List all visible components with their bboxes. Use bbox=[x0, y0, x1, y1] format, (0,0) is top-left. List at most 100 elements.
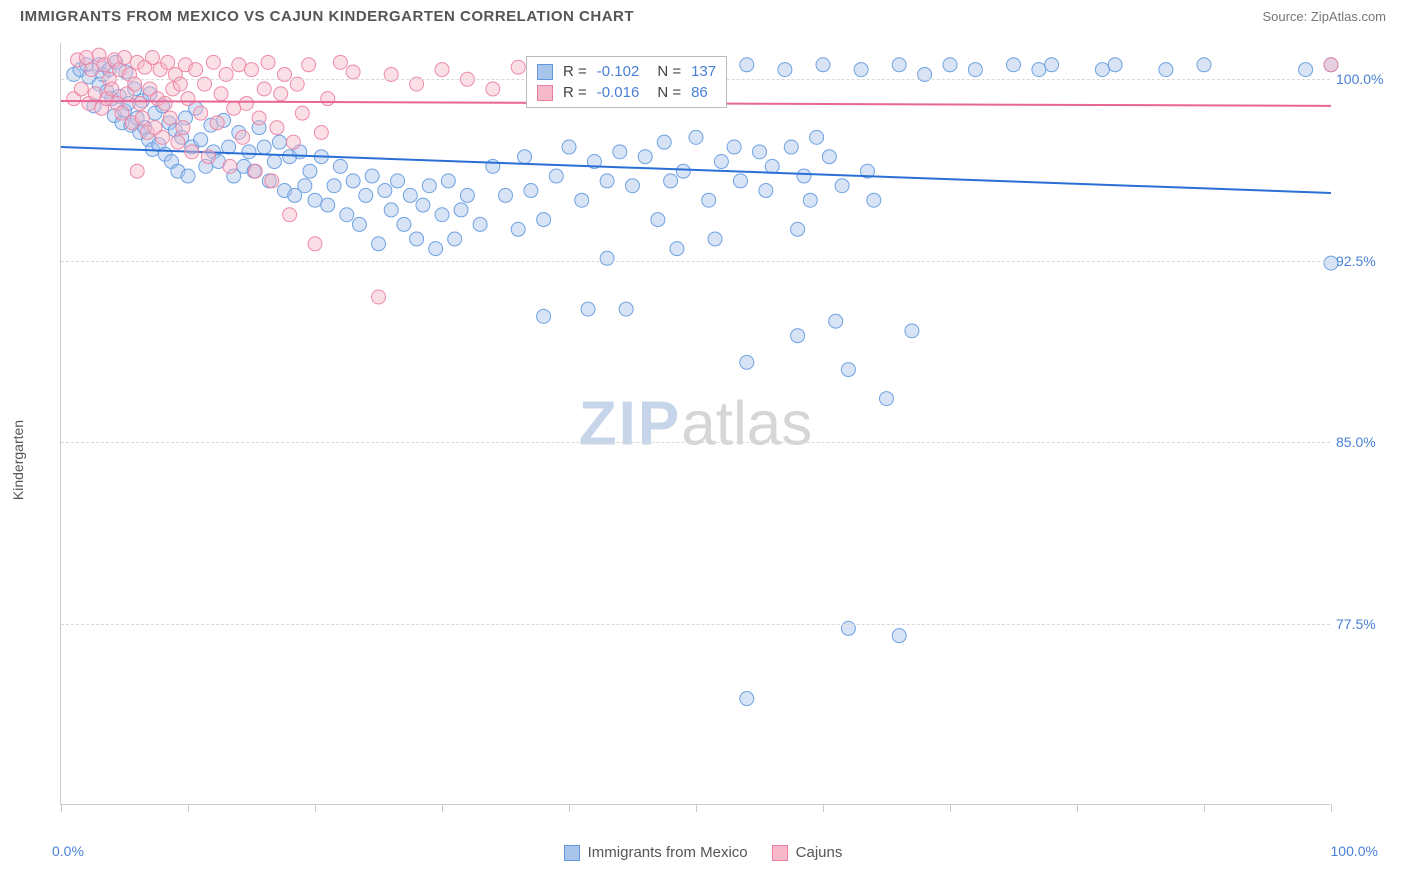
scatter-point bbox=[537, 213, 551, 227]
x-axis-max-label: 100.0% bbox=[1331, 843, 1378, 859]
scatter-point bbox=[74, 82, 88, 96]
scatter-point bbox=[600, 251, 614, 265]
scatter-point bbox=[733, 174, 747, 188]
scatter-point bbox=[295, 106, 309, 120]
x-tick bbox=[1204, 804, 1205, 812]
scatter-point bbox=[410, 232, 424, 246]
stats-swatch-icon bbox=[537, 64, 553, 80]
scatter-point bbox=[145, 51, 159, 65]
scatter-point bbox=[791, 329, 805, 343]
scatter-point bbox=[314, 126, 328, 140]
legend-item: Cajuns bbox=[772, 844, 843, 861]
y-tick-label: 92.5% bbox=[1336, 253, 1376, 269]
scatter-point bbox=[206, 55, 220, 69]
scatter-point bbox=[435, 63, 449, 77]
scatter-point bbox=[797, 169, 811, 183]
scatter-point bbox=[346, 65, 360, 79]
scatter-point bbox=[303, 164, 317, 178]
x-tick bbox=[188, 804, 189, 812]
scatter-point bbox=[239, 96, 253, 110]
scatter-point bbox=[181, 169, 195, 183]
scatter-point bbox=[163, 111, 177, 125]
scatter-point bbox=[740, 692, 754, 706]
stats-swatch-icon bbox=[537, 85, 553, 101]
scatter-point bbox=[302, 58, 316, 72]
gridline-h bbox=[61, 261, 1330, 262]
scatter-point bbox=[194, 106, 208, 120]
scatter-point bbox=[261, 55, 275, 69]
scatter-point bbox=[689, 130, 703, 144]
scatter-point bbox=[333, 55, 347, 69]
scatter-point bbox=[245, 63, 259, 77]
legend-label: Cajuns bbox=[796, 844, 843, 861]
scatter-point bbox=[784, 140, 798, 154]
scatter-point bbox=[518, 150, 532, 164]
scatter-point bbox=[391, 174, 405, 188]
scatter-point bbox=[562, 140, 576, 154]
scatter-point bbox=[657, 135, 671, 149]
stats-r-value: -0.102 bbox=[597, 63, 640, 80]
scatter-point bbox=[765, 159, 779, 173]
scatter-point bbox=[333, 159, 347, 173]
scatter-point bbox=[499, 188, 513, 202]
scatter-point bbox=[829, 314, 843, 328]
scatter-point bbox=[321, 92, 335, 106]
gridline-h bbox=[61, 624, 1330, 625]
scatter-point bbox=[298, 179, 312, 193]
scatter-point bbox=[270, 121, 284, 135]
x-tick bbox=[315, 804, 316, 812]
legend-swatch-icon bbox=[564, 845, 580, 861]
scatter-point bbox=[968, 63, 982, 77]
legend-item: Immigrants from Mexico bbox=[564, 844, 748, 861]
scatter-point bbox=[460, 188, 474, 202]
scatter-point bbox=[791, 222, 805, 236]
scatter-point bbox=[346, 174, 360, 188]
scatter-point bbox=[176, 121, 190, 135]
stats-row: R =-0.102N =137 bbox=[537, 61, 716, 82]
scatter-point bbox=[892, 629, 906, 643]
scatter-point bbox=[130, 164, 144, 178]
scatter-point bbox=[161, 55, 175, 69]
scatter-point bbox=[135, 111, 149, 125]
scatter-point bbox=[227, 101, 241, 115]
legend-swatch-icon bbox=[772, 845, 788, 861]
scatter-point bbox=[1032, 63, 1046, 77]
scatter-point bbox=[133, 96, 147, 110]
scatter-point bbox=[1197, 58, 1211, 72]
scatter-point bbox=[1324, 58, 1338, 72]
scatter-point bbox=[549, 169, 563, 183]
scatter-point bbox=[156, 130, 170, 144]
legend-label: Immigrants from Mexico bbox=[588, 844, 748, 861]
scatter-point bbox=[252, 111, 266, 125]
scatter-point bbox=[664, 174, 678, 188]
scatter-point bbox=[803, 193, 817, 207]
scatter-point bbox=[1108, 58, 1122, 72]
scatter-point bbox=[257, 140, 271, 154]
scatter-point bbox=[670, 242, 684, 256]
scatter-point bbox=[105, 82, 119, 96]
scatter-point bbox=[524, 184, 538, 198]
scatter-point bbox=[236, 130, 250, 144]
bottom-legend: Immigrants from Mexico Cajuns bbox=[0, 844, 1406, 861]
scatter-point bbox=[286, 135, 300, 149]
scatter-point bbox=[403, 188, 417, 202]
scatter-point bbox=[816, 58, 830, 72]
y-tick-label: 77.5% bbox=[1336, 616, 1376, 632]
scatter-point bbox=[378, 184, 392, 198]
scatter-point bbox=[740, 58, 754, 72]
scatter-point bbox=[429, 242, 443, 256]
scatter-point bbox=[272, 135, 286, 149]
x-tick bbox=[696, 804, 697, 812]
scatter-point bbox=[676, 164, 690, 178]
scatter-point bbox=[308, 193, 322, 207]
y-axis-label: Kindergarten bbox=[10, 420, 26, 500]
stats-r-label: R = bbox=[563, 63, 587, 80]
scatter-point bbox=[575, 193, 589, 207]
scatter-point bbox=[397, 217, 411, 231]
scatter-point bbox=[835, 179, 849, 193]
scatter-point bbox=[232, 58, 246, 72]
scatter-point bbox=[511, 222, 525, 236]
x-tick bbox=[1331, 804, 1332, 812]
scatter-point bbox=[537, 309, 551, 323]
scatter-point bbox=[422, 179, 436, 193]
